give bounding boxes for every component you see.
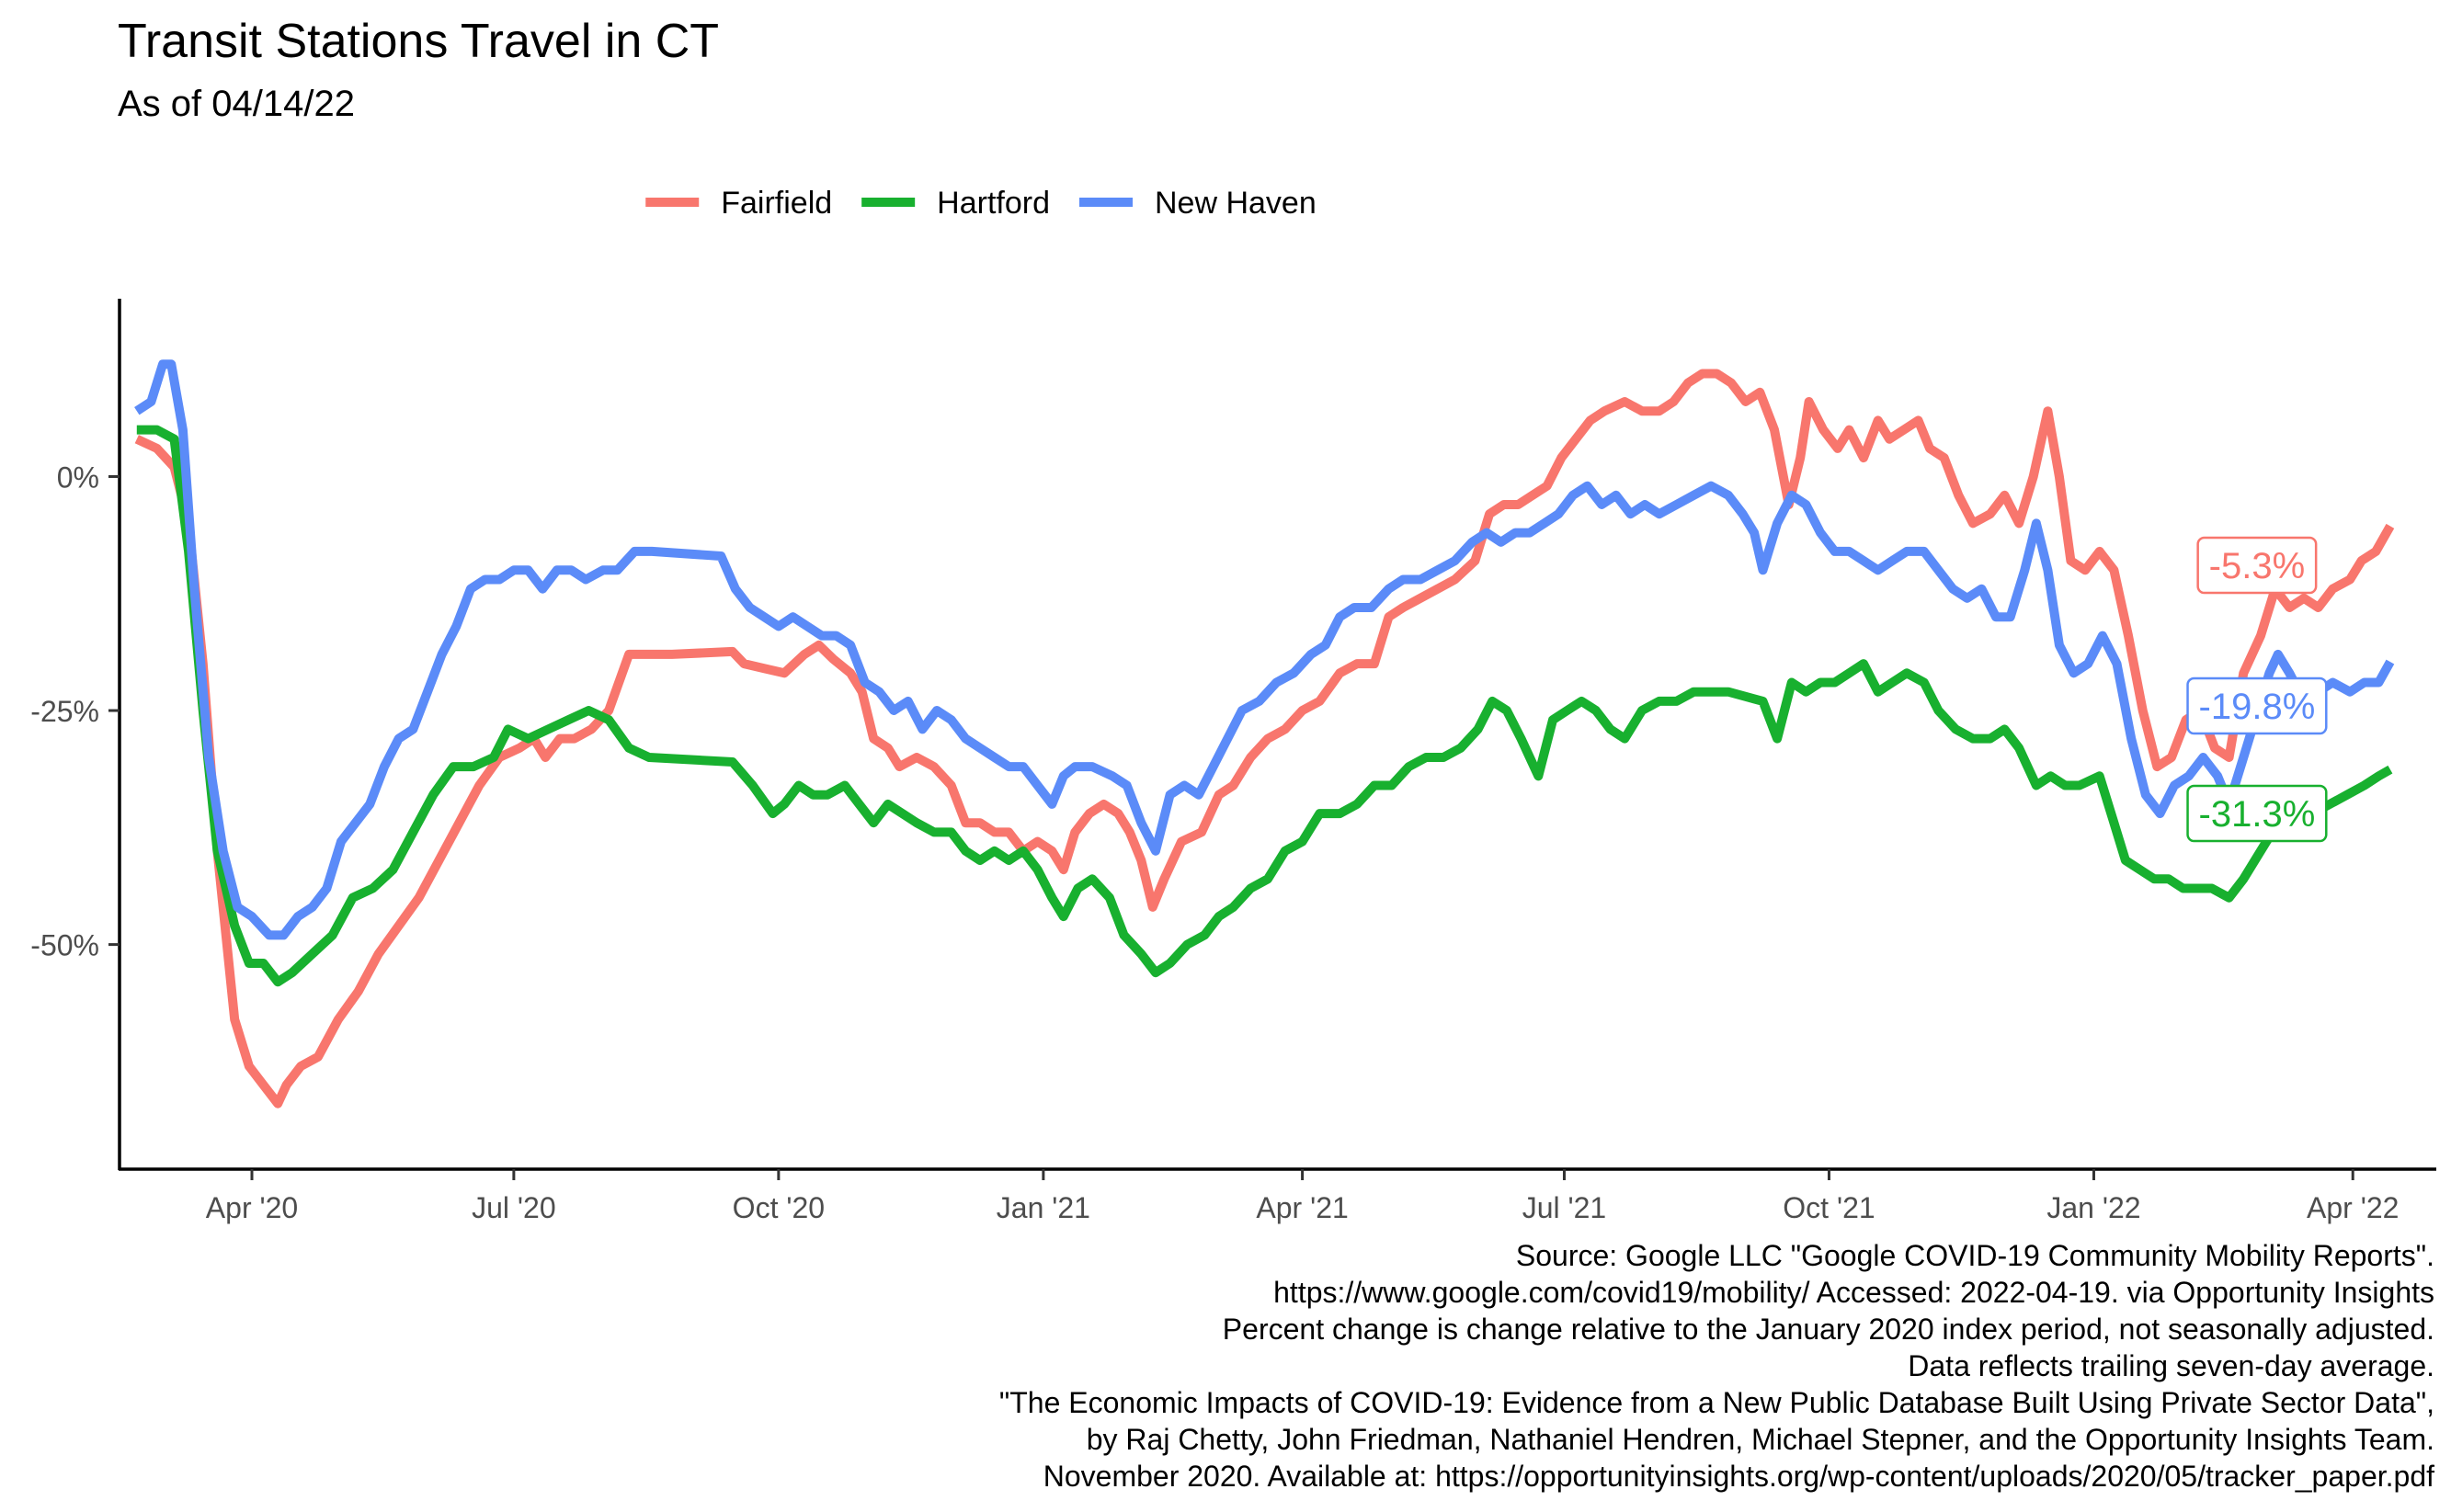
legend-label: Fairfield	[721, 186, 832, 221]
caption-line: Source: Google LLC "Google COVID-19 Comm…	[1515, 1239, 2434, 1272]
legend-item-hartford: Hartford	[861, 186, 1050, 221]
legend-item-new-haven: New Haven	[1079, 186, 1317, 221]
y-tick-label: -25%	[30, 695, 99, 728]
x-tick-label: Jul '20	[472, 1191, 556, 1224]
legend-item-fairfield: Fairfield	[645, 186, 832, 221]
chart-title: Transit Stations Travel in CT	[118, 15, 720, 68]
x-tick-label: Apr '20	[206, 1191, 298, 1224]
x-tick-label: Jul '21	[1522, 1191, 1607, 1224]
end-label-box	[2196, 536, 2318, 595]
end-labels: -5.3% -31.3% -19.8%	[2186, 536, 2328, 843]
axes: 0% -25% -50% Apr '20 Jul '20 Oct '20 Jan '21 Ap…	[30, 299, 2436, 1224]
y-tick-label: 0%	[57, 460, 99, 494]
caption-line: "The Economic Impacts of COVID-19: Evide…	[998, 1386, 2434, 1419]
series-line-fairfield	[134, 369, 2395, 1108]
series-line-new-haven	[134, 359, 2395, 940]
end-label-box	[2186, 676, 2328, 735]
end-label-text: -5.3%	[2209, 546, 2306, 586]
end-label-hartford: -31.3%	[2186, 784, 2328, 843]
x-tick-label: Apr '21	[1256, 1191, 1348, 1224]
end-label-fairfield: -5.3%	[2196, 536, 2318, 595]
end-label-box	[2186, 784, 2328, 843]
legend-label: New Haven	[1155, 186, 1317, 221]
caption-line: Percent change is change relative to the…	[1222, 1313, 2434, 1346]
caption-line: by Raj Chetty, John Friedman, Nathaniel …	[1086, 1423, 2434, 1456]
series-line-hartford	[136, 425, 2393, 987]
legend-label: Hartford	[937, 186, 1050, 221]
series-layer	[134, 359, 2395, 1108]
end-label-text: -19.8%	[2199, 687, 2316, 727]
legend: Fairfield Hartford New Haven	[645, 186, 1317, 221]
end-label-new-haven: -19.8%	[2186, 676, 2328, 735]
caption-line: https://www.google.com/covid19/mobility/…	[1273, 1276, 2434, 1309]
source-caption: Source: Google LLC "Google COVID-19 Comm…	[999, 1237, 2434, 1495]
x-tick-label: Oct '20	[733, 1191, 825, 1224]
y-tick-label: -50%	[30, 929, 99, 962]
x-tick-label: Oct '21	[1783, 1191, 1875, 1224]
chart-subtitle: As of 04/14/22	[118, 84, 355, 124]
x-tick-label: Jan '21	[997, 1191, 1090, 1224]
end-label-text: -31.3%	[2199, 794, 2316, 835]
x-tick-label: Apr '22	[2307, 1191, 2399, 1224]
x-tick-label: Jan '22	[2046, 1191, 2140, 1224]
caption-line: November 2020. Available at: https://opp…	[1043, 1460, 2434, 1493]
caption-line: Data reflects trailing seven-day average…	[1908, 1349, 2434, 1382]
